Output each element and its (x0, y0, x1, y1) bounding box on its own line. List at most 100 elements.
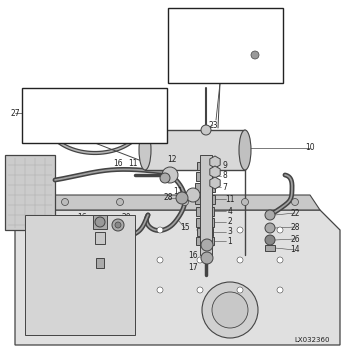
Text: 24: 24 (178, 63, 188, 71)
Circle shape (95, 217, 105, 227)
Polygon shape (210, 177, 220, 189)
Bar (197, 162, 213, 170)
Bar (200, 155, 212, 255)
Bar (31, 120, 45, 125)
Bar (96, 258, 104, 268)
Circle shape (176, 192, 188, 204)
Polygon shape (210, 156, 220, 168)
Bar (141, 119, 153, 124)
Bar (195, 195, 215, 204)
Circle shape (201, 252, 213, 264)
Text: 6: 6 (155, 96, 160, 105)
Text: 13: 13 (158, 96, 167, 102)
Text: 14: 14 (290, 245, 300, 254)
Text: 20: 20 (121, 214, 131, 223)
Circle shape (117, 198, 124, 205)
Circle shape (237, 257, 243, 263)
Circle shape (40, 267, 44, 273)
Circle shape (197, 257, 203, 263)
Bar (168, 8, 283, 83)
Circle shape (277, 257, 283, 263)
Bar (141, 124, 153, 128)
Text: 11: 11 (225, 195, 235, 203)
Circle shape (241, 198, 248, 205)
Circle shape (35, 225, 125, 315)
Text: 8: 8 (223, 172, 228, 181)
Text: 22: 22 (290, 209, 300, 217)
Text: 7: 7 (223, 182, 228, 191)
Circle shape (65, 255, 95, 285)
Circle shape (157, 257, 163, 263)
Text: 31: 31 (33, 130, 43, 139)
Bar (25, 215, 135, 335)
Text: 16: 16 (188, 251, 198, 259)
Bar (95, 232, 105, 244)
Circle shape (141, 105, 155, 119)
Circle shape (186, 188, 200, 202)
Text: 15: 15 (180, 224, 190, 232)
Text: 16: 16 (113, 159, 123, 168)
Bar (248, 62, 262, 69)
Circle shape (202, 282, 258, 338)
Circle shape (277, 287, 283, 293)
Text: 9: 9 (223, 161, 228, 170)
Text: 10: 10 (305, 144, 315, 153)
Polygon shape (210, 166, 220, 178)
Text: 27: 27 (10, 108, 20, 118)
Bar (196, 172, 214, 181)
Circle shape (31, 106, 45, 120)
Text: 11: 11 (173, 188, 183, 196)
Text: 17: 17 (188, 262, 198, 272)
Text: 4: 4 (228, 206, 232, 216)
Circle shape (182, 198, 189, 205)
Circle shape (77, 306, 83, 310)
Circle shape (157, 287, 163, 293)
Polygon shape (15, 195, 320, 210)
Circle shape (162, 167, 178, 183)
Bar (188, 62, 198, 68)
Bar (145, 130, 245, 170)
Text: 3: 3 (228, 228, 232, 237)
Text: 18: 18 (78, 253, 88, 262)
Text: 2: 2 (228, 217, 232, 226)
Text: LX032360: LX032360 (294, 337, 330, 343)
Circle shape (112, 219, 124, 231)
Text: 28: 28 (163, 194, 173, 203)
Text: 11: 11 (128, 159, 138, 168)
Circle shape (51, 294, 56, 299)
Bar (265, 245, 275, 251)
Circle shape (157, 227, 163, 233)
Circle shape (77, 230, 83, 235)
Ellipse shape (139, 130, 151, 170)
Circle shape (201, 125, 211, 135)
Text: 30: 30 (33, 124, 43, 133)
Ellipse shape (239, 130, 251, 170)
Circle shape (115, 222, 121, 228)
Circle shape (188, 53, 198, 63)
Circle shape (265, 210, 275, 220)
Bar (196, 237, 214, 245)
Circle shape (153, 107, 163, 117)
Circle shape (104, 294, 109, 299)
Text: 1: 1 (228, 237, 232, 245)
Circle shape (201, 239, 213, 251)
Circle shape (116, 267, 120, 273)
Text: 5: 5 (146, 96, 150, 105)
Circle shape (160, 173, 170, 183)
Polygon shape (5, 155, 55, 230)
Circle shape (197, 227, 203, 233)
Bar (195, 183, 215, 192)
Text: 29: 29 (68, 89, 78, 98)
Text: 25: 25 (262, 63, 272, 71)
Circle shape (265, 223, 275, 233)
Circle shape (104, 241, 109, 246)
Bar (22, 88, 167, 143)
Circle shape (237, 287, 243, 293)
Bar (197, 228, 213, 236)
Circle shape (277, 227, 283, 233)
Text: 19: 19 (79, 231, 89, 239)
Bar (31, 125, 45, 129)
Bar (196, 218, 214, 227)
Circle shape (212, 292, 248, 328)
Circle shape (251, 51, 259, 59)
